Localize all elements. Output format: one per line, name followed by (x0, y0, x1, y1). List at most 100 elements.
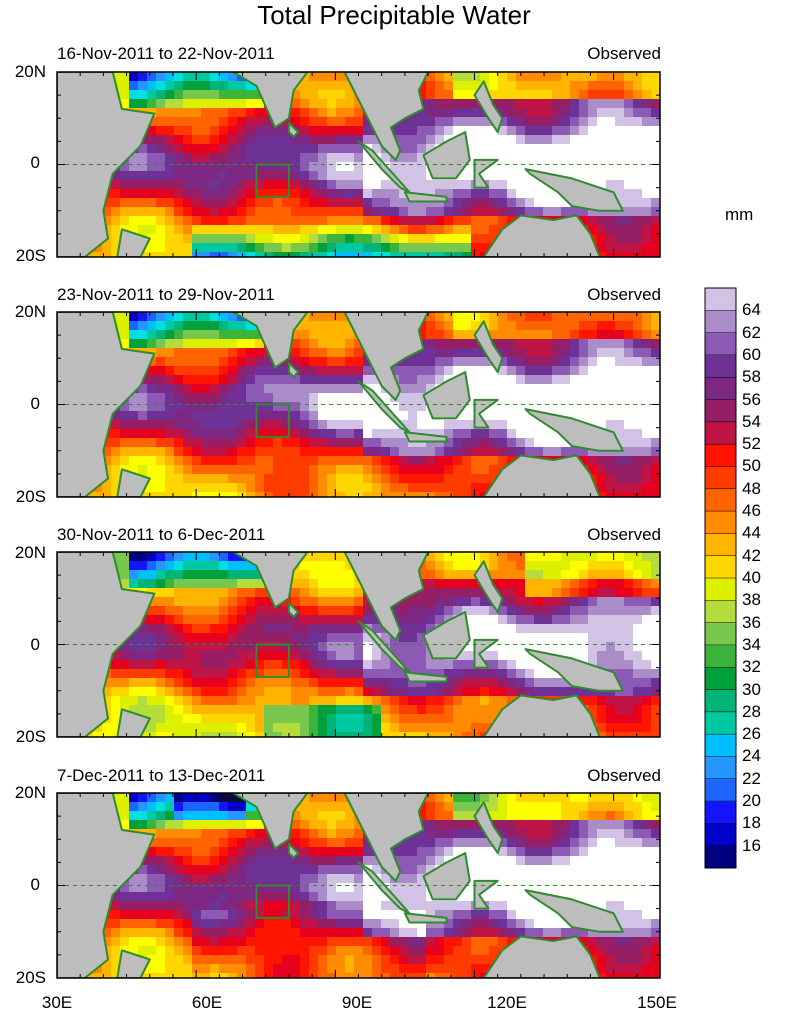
colorbar-swatch (705, 399, 736, 423)
colorbar-label-64: 64 (742, 300, 761, 320)
panel-4-status: Observed (587, 766, 661, 785)
colorbar-label-46: 46 (742, 501, 761, 521)
land-mass (473, 320, 504, 374)
colorbar-label-26: 26 (742, 724, 761, 744)
colorbar-swatch (705, 622, 736, 646)
lat-label-0: 0 (30, 635, 40, 654)
colorbar-label-34: 34 (742, 634, 761, 654)
lat-label-20n: 20N (14, 62, 46, 81)
land-mass (232, 552, 309, 609)
colorbar-label-18: 18 (742, 813, 761, 833)
colorbar-label-48: 48 (742, 478, 761, 498)
land-mass (524, 408, 624, 452)
colorbar-swatch (705, 288, 736, 311)
lon-label-120e: 120E (487, 993, 527, 1012)
land-mass (232, 312, 309, 369)
colorbar-units: mm (725, 205, 754, 224)
lat-label-20n: 20N (14, 543, 46, 562)
land-mass (482, 454, 601, 497)
colorbar-swatch (705, 421, 736, 445)
colorbar-swatch (705, 533, 736, 557)
lat-label-0: 0 (30, 394, 40, 413)
colorbar-swatch (705, 600, 736, 624)
region-box (255, 163, 290, 198)
colorbar-label-30: 30 (742, 679, 761, 699)
colorbar-label-38: 38 (742, 590, 761, 610)
colorbar-swatch (705, 310, 736, 334)
colorbar-swatch (705, 444, 736, 467)
panel-3-status: Observed (587, 525, 661, 544)
land-mass (287, 601, 300, 618)
land-mass (422, 852, 471, 901)
colorbar-label-20: 20 (742, 791, 761, 811)
lon-label-150e: 150E (637, 993, 677, 1012)
land-mass (287, 361, 300, 378)
colorbar-label-62: 62 (742, 322, 761, 342)
colorbar-swatch (705, 578, 736, 601)
colorbar-swatch (705, 801, 736, 824)
colorbar-swatch (705, 555, 736, 579)
map-panel-4 (56, 792, 661, 979)
land-mass (524, 648, 624, 692)
land-mass (232, 72, 309, 129)
colorbar-label-42: 42 (742, 545, 761, 565)
colorbar-swatch (705, 511, 736, 534)
colorbar-swatch (705, 689, 736, 713)
chart-title: Total Precipitable Water (257, 0, 531, 30)
land-mass (473, 398, 499, 429)
lon-label-60e: 60E (191, 993, 223, 1012)
colorbar-label-58: 58 (742, 367, 761, 387)
land-mass (473, 638, 499, 669)
lat-label-20s: 20S (15, 487, 46, 506)
colorbar-label-40: 40 (742, 568, 761, 587)
colorbar-swatch (705, 778, 736, 802)
colorbar-swatch (705, 756, 736, 780)
colorbar-swatch (705, 466, 736, 490)
panel-2-status: Observed (587, 285, 661, 304)
colorbar-swatch (705, 845, 736, 869)
land-mass (473, 80, 504, 134)
lat-label-0: 0 (30, 875, 40, 894)
land-mass (343, 552, 430, 641)
land-mass (422, 371, 471, 420)
panel-4-period: 7-Dec-2011 to 13-Dec-2011 (57, 766, 266, 785)
land-mass (473, 879, 499, 910)
colorbar-swatch (705, 711, 736, 735)
land-mass (403, 191, 448, 203)
lat-label-20s: 20S (15, 246, 46, 265)
land-mass (524, 168, 624, 212)
land-mass (482, 694, 601, 737)
land-mass (287, 121, 300, 138)
land-mass (482, 935, 601, 978)
region-box (255, 884, 290, 919)
colorbar-swatch (705, 488, 736, 512)
land-mass (343, 793, 430, 882)
land-mass (232, 793, 309, 850)
region-box (255, 403, 290, 438)
lat-label-20n: 20N (14, 783, 46, 802)
lat-label-20s: 20S (15, 727, 46, 746)
colorbar-label-36: 36 (742, 612, 761, 632)
colorbar-label-52: 52 (742, 434, 761, 454)
land-mass (524, 889, 624, 933)
colorbar-label-44: 44 (742, 523, 761, 543)
land-mass (403, 431, 448, 443)
colorbar-swatch (705, 734, 736, 757)
lon-label-30e: 30E (41, 993, 73, 1012)
land-mass (403, 671, 448, 683)
land-mass (473, 801, 504, 855)
region-box (255, 643, 290, 678)
land-mass (473, 158, 499, 189)
colorbar-label-32: 32 (742, 657, 761, 677)
land-mass (116, 228, 151, 257)
lon-label-90e: 90E (341, 993, 373, 1012)
colorbar-swatch (705, 644, 736, 668)
land-mass (403, 912, 448, 924)
land-mass (343, 72, 430, 161)
land-mass (116, 468, 151, 497)
colorbar-label-16: 16 (742, 835, 761, 855)
colorbar-label-22: 22 (742, 768, 761, 788)
colorbar (704, 287, 737, 869)
map-panel-3 (56, 551, 661, 738)
colorbar-label-50: 50 (742, 456, 761, 476)
